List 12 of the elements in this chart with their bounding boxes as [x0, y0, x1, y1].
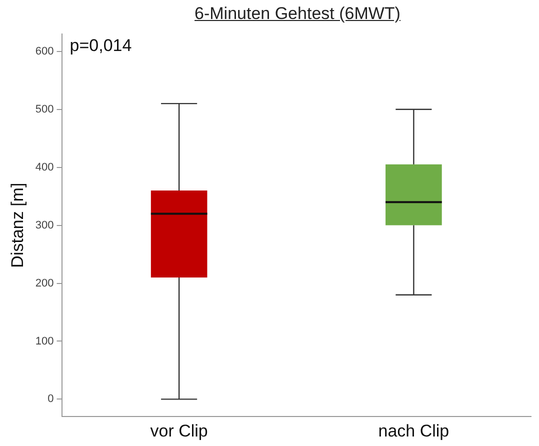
chart-title: 6-Minuten Gehtest (6MWT): [194, 4, 402, 24]
annotation: p=0,014: [70, 36, 132, 56]
y-tick-label: 200: [35, 277, 54, 290]
y-axis-title: Distanz [m]: [8, 182, 27, 268]
y-tick-label: 0: [48, 393, 54, 406]
x-tick-label: vor Clip: [150, 421, 208, 440]
y-tick-label: 100: [35, 335, 54, 348]
y-tick-label: 600: [35, 45, 54, 58]
y-tick-label: 300: [35, 219, 54, 232]
x-tick-label: nach Clip: [378, 421, 450, 440]
y-tick-label: 400: [35, 161, 54, 174]
y-tick-label: 500: [35, 103, 54, 116]
